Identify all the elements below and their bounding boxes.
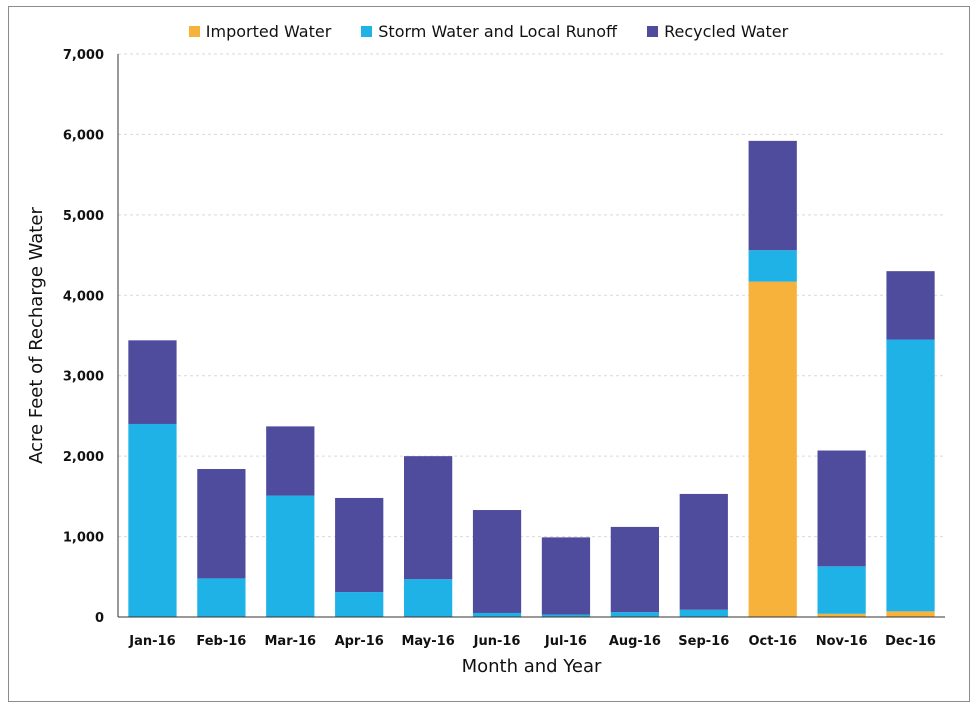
legend-item-storm-water: Storm Water and Local Runoff <box>361 22 617 41</box>
bar-segment-imported-water-oct-16 <box>748 281 797 617</box>
bar-segment-recycled-water-jul-16 <box>541 537 591 615</box>
bar-segment-imported-water-dec-16 <box>886 611 935 617</box>
bar-segment-recycled-water-aug-16 <box>610 526 659 613</box>
x-tick-label: Dec-16 <box>885 634 936 649</box>
bar-segment-storm-water-and-local-runoff-nov-16 <box>817 566 866 614</box>
y-tick-label: 1,000 <box>63 531 104 546</box>
bar-segment-recycled-water-jan-16 <box>128 340 177 424</box>
legend-label-storm-water: Storm Water and Local Runoff <box>378 22 618 41</box>
legend-item-imported-water: Imported Water <box>188 22 332 41</box>
bar-segment-storm-water-and-local-runoff-dec-16 <box>886 339 935 612</box>
x-tick-label: Jul-16 <box>544 634 587 649</box>
legend-swatch-storm-water <box>361 26 373 37</box>
bar-segment-storm-water-and-local-runoff-oct-16 <box>748 250 797 282</box>
axes <box>117 54 945 618</box>
bar-segment-storm-water-and-local-runoff-feb-16 <box>197 578 246 617</box>
x-tick-label: Nov-16 <box>816 634 868 649</box>
legend-item-recycled-water: Recycled Water <box>647 22 788 41</box>
x-tick-label: Aug-16 <box>609 634 661 649</box>
legend-swatch-imported-water <box>188 26 200 37</box>
x-axis-title: Month and Year <box>462 656 602 677</box>
x-tick-label: Jun-16 <box>473 634 521 649</box>
y-tick-label: 3,000 <box>63 370 104 385</box>
bar-segment-recycled-water-nov-16 <box>817 450 866 567</box>
x-tick-label: Mar-16 <box>264 634 316 649</box>
legend-swatch-recycled-water <box>647 26 659 37</box>
bars <box>128 140 935 617</box>
bar-segment-storm-water-and-local-runoff-may-16 <box>404 579 453 617</box>
y-tick-label: 4,000 <box>63 289 104 304</box>
x-tick-label: May-16 <box>401 634 454 649</box>
bar-segment-storm-water-and-local-runoff-jan-16 <box>128 423 177 617</box>
y-tick-label: 6,000 <box>63 128 104 143</box>
y-axis-title: Acre Feet of Recharge Water <box>26 207 47 464</box>
bar-segment-storm-water-and-local-runoff-jul-16 <box>541 614 591 617</box>
bar-segment-storm-water-and-local-runoff-sep-16 <box>679 609 728 617</box>
legend-label-imported-water: Imported Water <box>205 22 332 41</box>
y-tick-label: 7,000 <box>63 48 104 63</box>
bar-segment-recycled-water-mar-16 <box>266 426 315 496</box>
bar-segment-recycled-water-feb-16 <box>197 469 246 579</box>
bar-segment-recycled-water-jun-16 <box>472 510 522 613</box>
legend-label-recycled-water: Recycled Water <box>664 22 789 41</box>
bar-segment-recycled-water-oct-16 <box>748 140 797 251</box>
bar-segment-storm-water-and-local-runoff-jun-16 <box>472 612 522 617</box>
x-tick-labels: Jan-16 Feb-16 Mar-16 Apr-16 May-16 Jun-16 Jul-… <box>128 634 936 649</box>
x-tick-label: Jan-16 <box>128 634 175 649</box>
bar-segment-storm-water-and-local-runoff-mar-16 <box>266 495 315 617</box>
bar-segment-recycled-water-sep-16 <box>679 493 728 610</box>
bar-segment-recycled-water-apr-16 <box>335 497 384 593</box>
bar-segment-imported-water-nov-16 <box>817 613 866 617</box>
bar-segment-storm-water-and-local-runoff-aug-16 <box>610 612 659 617</box>
legend: Imported Water Storm Water and Local Run… <box>0 22 977 41</box>
bar-segment-recycled-water-dec-16 <box>886 271 935 340</box>
bar-segment-storm-water-and-local-runoff-apr-16 <box>335 592 384 617</box>
bar-segment-recycled-water-may-16 <box>404 456 453 580</box>
x-tick-label: Apr-16 <box>335 634 384 649</box>
y-tick-label: 0 <box>95 611 104 626</box>
x-tick-label: Feb-16 <box>196 634 246 649</box>
x-tick-label: Oct-16 <box>748 634 796 649</box>
y-tick-label: 2,000 <box>63 450 104 465</box>
x-tick-label: Sep-16 <box>678 634 729 649</box>
y-tick-labels: 0 1,000 2,000 3,000 4,000 5,000 6,000 7,000 <box>63 48 104 626</box>
y-tick-label: 5,000 <box>63 209 104 224</box>
